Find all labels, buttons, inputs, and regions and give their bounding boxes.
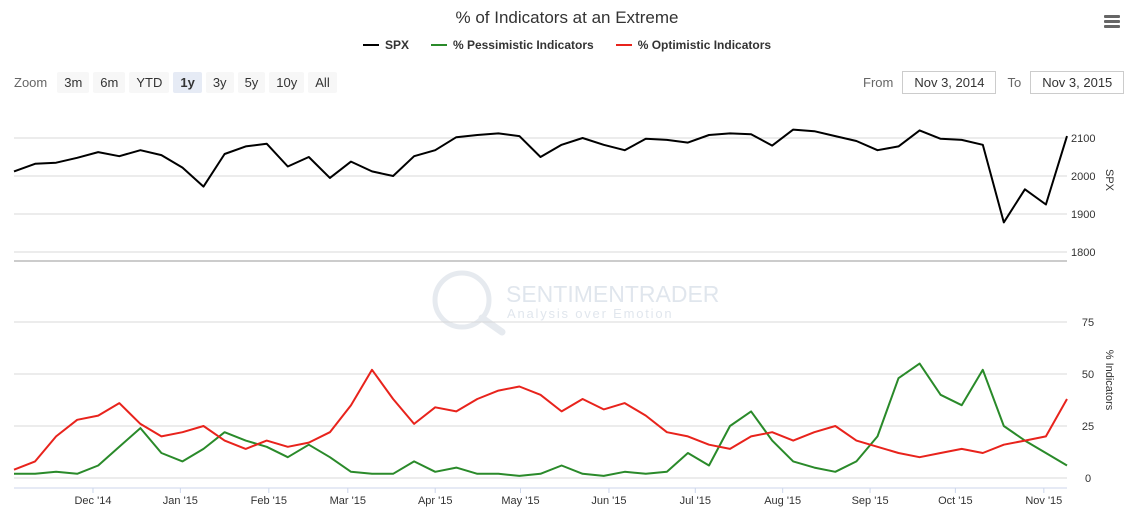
spx-axis-title: SPX [1103, 169, 1115, 192]
x-tick-label: Dec '14 [74, 495, 111, 507]
zoom-3y-button[interactable]: 3y [205, 72, 234, 93]
zoom-controls: Zoom 3m 6m YTD 1y 3y 5y 10y All [14, 72, 337, 93]
indicator-tick-label: 0 [1085, 473, 1091, 485]
x-tick-label: Apr '15 [418, 495, 453, 507]
zoom-10y-button[interactable]: 10y [269, 72, 305, 93]
zoom-1y-button[interactable]: 1y [173, 72, 202, 93]
from-label: From [863, 75, 894, 90]
legend-label-pessimistic: % Pessimistic Indicators [452, 38, 594, 52]
watermark-name: SENTIMENTRADER [506, 281, 719, 307]
watermark-logo-icon [432, 270, 492, 330]
zoom-6m-button[interactable]: 6m [93, 72, 126, 93]
to-date-input[interactable]: Nov 3, 2015 [1030, 71, 1125, 94]
indicator-axis-title: % Indicators [1103, 350, 1115, 411]
indicator-tick-label: 50 [1082, 369, 1094, 381]
zoom-label: Zoom [14, 75, 48, 90]
zoom-all-button[interactable]: All [308, 72, 337, 93]
x-tick-label: May '15 [501, 495, 539, 507]
spx-tick-label: 1800 [1071, 247, 1095, 259]
legend-item-spx[interactable]: SPX [362, 38, 409, 52]
spx-tick-label: 2000 [1071, 171, 1095, 183]
optimistic-line [13, 368, 1068, 471]
x-tick-label: Jan '15 [163, 495, 198, 507]
spx-tick-label: 2100 [1071, 133, 1095, 145]
watermark-tagline: Analysis over Emotion [507, 306, 673, 321]
watermark-logo-handle [478, 314, 506, 336]
to-label: To [1007, 75, 1022, 90]
x-tick-label: Sep '15 [852, 495, 889, 507]
x-tick-label: Nov '15 [1025, 495, 1062, 507]
date-range: From Nov 3, 2014 To Nov 3, 2015 [863, 71, 1125, 94]
indicator-tick-label: 75 [1082, 317, 1094, 329]
spx-tick-label: 1900 [1071, 209, 1095, 221]
legend-item-pessimistic[interactable]: % Pessimistic Indicators [430, 38, 594, 52]
legend-item-optimistic[interactable]: % Optimistic Indicators [615, 38, 772, 52]
spx-line [13, 128, 1068, 224]
indicator-tick-label: 25 [1082, 421, 1094, 433]
legend-label-optimistic: % Optimistic Indicators [637, 38, 772, 52]
zoom-5y-button[interactable]: 5y [237, 72, 266, 93]
legend-swatch-optimistic [615, 44, 632, 46]
x-tick-label: Feb '15 [251, 495, 287, 507]
x-tick-label: Oct '15 [938, 495, 973, 507]
chart-title: % of Indicators at an Extreme [455, 8, 679, 27]
zoom-ytd-button[interactable]: YTD [129, 72, 170, 93]
pessimistic-line [14, 362, 1068, 477]
legend: SPX % Pessimistic Indicators % Optimisti… [0, 38, 1134, 52]
from-date-input[interactable]: Nov 3, 2014 [902, 71, 997, 94]
x-tick-label: Aug '15 [764, 495, 801, 507]
hamburger-menu-icon[interactable] [1104, 15, 1120, 30]
legend-swatch-spx [362, 44, 379, 46]
x-tick-label: Jun '15 [591, 495, 626, 507]
watermark: SENTIMENTRADER Analysis over Emotion [432, 270, 719, 336]
legend-label-spx: SPX [384, 38, 409, 52]
legend-swatch-pessimistic [430, 44, 447, 46]
x-tick-label: Jul '15 [680, 495, 711, 507]
x-tick-label: Mar '15 [330, 495, 366, 507]
zoom-3m-button[interactable]: 3m [57, 72, 90, 93]
